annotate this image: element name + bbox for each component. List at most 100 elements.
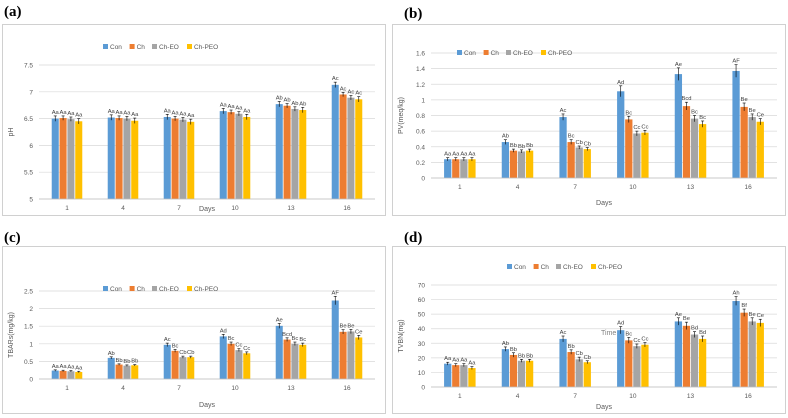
bar bbox=[115, 364, 123, 379]
significance-label: Bcd bbox=[681, 96, 691, 102]
x-tick-label: 16 bbox=[745, 184, 753, 191]
significance-label: Be bbox=[683, 316, 690, 322]
bar bbox=[732, 70, 740, 178]
significance-label: Ce bbox=[355, 329, 362, 335]
legend-swatch bbox=[103, 286, 108, 291]
significance-label: Ab bbox=[276, 95, 283, 101]
significance-label: Aa bbox=[243, 108, 251, 114]
significance-label: Cb bbox=[584, 355, 591, 361]
y-tick-label: 30 bbox=[418, 341, 426, 348]
bar bbox=[347, 331, 355, 379]
bar bbox=[75, 371, 83, 379]
bar bbox=[163, 116, 171, 199]
significance-label: Aa bbox=[116, 110, 124, 116]
bar bbox=[299, 110, 307, 199]
y-tick-label: 1.4 bbox=[416, 66, 425, 73]
significance-label: Aa bbox=[235, 106, 243, 112]
bar bbox=[698, 124, 707, 178]
bar bbox=[67, 119, 75, 199]
significance-label: Aa bbox=[60, 110, 68, 116]
chart-a-frame: 5 5.5 6 6.5 7 7.5 Days pH Con Ch Ch-EO Ch-PEO 1 Aa Aa A… bbox=[2, 24, 386, 216]
bar bbox=[583, 149, 591, 178]
y-tick-label: 60 bbox=[418, 297, 426, 304]
bar bbox=[633, 346, 641, 387]
bar bbox=[444, 363, 452, 387]
significance-label: Bc bbox=[228, 336, 235, 342]
legend-swatch bbox=[187, 44, 192, 49]
significance-label: Ac bbox=[340, 86, 347, 92]
significance-label: Aa bbox=[60, 364, 68, 370]
x-tick-label: 13 bbox=[687, 393, 695, 400]
time-annotation: Time bbox=[601, 330, 616, 337]
significance-label: Bb bbox=[510, 347, 517, 353]
y-tick-label: 6.5 bbox=[24, 116, 33, 123]
significance-label: Cb bbox=[575, 140, 582, 146]
significance-label: Bb bbox=[510, 143, 517, 149]
y-tick-label: 5 bbox=[29, 197, 33, 204]
bar bbox=[559, 338, 567, 387]
significance-label: Bd bbox=[691, 326, 698, 332]
bar bbox=[123, 118, 131, 199]
chart-c-svg: 0 0.5 1 1.5 2 2.5 Days TBARs(mg/kg) Con Ch Ch-EO Ch… bbox=[8, 286, 375, 409]
x-tick-label: 7 bbox=[177, 205, 181, 212]
bar bbox=[235, 113, 243, 199]
legend-label: Ch-PEO bbox=[194, 44, 218, 51]
y-tick-label: 0.8 bbox=[416, 113, 425, 120]
bar bbox=[243, 116, 251, 199]
x-axis-title: Days bbox=[596, 200, 612, 207]
significance-label: Bb bbox=[526, 353, 533, 359]
significance-label: Bb bbox=[518, 144, 525, 150]
y-tick-label: 1.6 bbox=[416, 51, 425, 58]
significance-label: Cc bbox=[641, 337, 648, 343]
y-axis-title: TVBN(mg) bbox=[398, 319, 405, 352]
y-tick-label: 0 bbox=[421, 385, 425, 392]
bar bbox=[75, 121, 83, 199]
bar bbox=[219, 111, 227, 199]
x-axis-title: Days bbox=[199, 402, 215, 409]
bar bbox=[299, 344, 307, 379]
legend-swatch bbox=[103, 44, 108, 49]
significance-label: Cb bbox=[187, 350, 194, 356]
significance-label: Cb bbox=[584, 142, 591, 148]
significance-label: Aa bbox=[52, 110, 60, 116]
legend-label: Ch-EO bbox=[159, 44, 179, 51]
y-tick-label: 50 bbox=[418, 312, 426, 319]
x-tick-label: 13 bbox=[287, 385, 295, 392]
x-tick-label: 10 bbox=[629, 184, 637, 191]
significance-label: Ce bbox=[757, 313, 764, 319]
y-tick-label: 7.5 bbox=[24, 63, 33, 70]
y-tick-label: 6 bbox=[29, 143, 33, 150]
bar bbox=[115, 118, 123, 199]
significance-label: Aa bbox=[172, 110, 180, 116]
x-tick-label: 16 bbox=[343, 385, 351, 392]
legend-label: Con bbox=[514, 264, 526, 271]
bar bbox=[682, 106, 691, 178]
y-tick-label: 1 bbox=[421, 97, 425, 104]
bar bbox=[583, 362, 591, 387]
panel-d-letter: (d) bbox=[404, 230, 423, 246]
legend-label: Con bbox=[110, 44, 122, 51]
significance-label: Aa bbox=[228, 104, 236, 110]
bar bbox=[51, 118, 59, 199]
x-tick-label: 4 bbox=[121, 385, 125, 392]
bar bbox=[633, 133, 641, 178]
significance-label: Bb bbox=[526, 143, 533, 149]
y-tick-label: 2 bbox=[29, 306, 33, 313]
significance-label: Aa bbox=[164, 108, 172, 114]
significance-label: Ab bbox=[502, 134, 509, 140]
legend-swatch bbox=[556, 264, 561, 269]
legend-swatch bbox=[152, 286, 157, 291]
bar bbox=[51, 370, 59, 379]
significance-label: Ad bbox=[617, 321, 624, 327]
bar bbox=[187, 121, 195, 199]
significance-label: Aa bbox=[67, 365, 75, 371]
significance-label: Be bbox=[749, 108, 756, 114]
chart-b-svg: 0 0.2 0.4 0.6 0.8 1 1.2 1.4 1.6 Days PV(meq/kg) Con… bbox=[398, 50, 777, 207]
bar bbox=[339, 94, 347, 199]
significance-label: AF bbox=[732, 59, 740, 65]
bar bbox=[171, 350, 179, 379]
bar bbox=[625, 119, 633, 178]
significance-label: Bc bbox=[625, 110, 632, 116]
significance-label: Ac bbox=[355, 91, 362, 97]
bar bbox=[740, 312, 748, 387]
